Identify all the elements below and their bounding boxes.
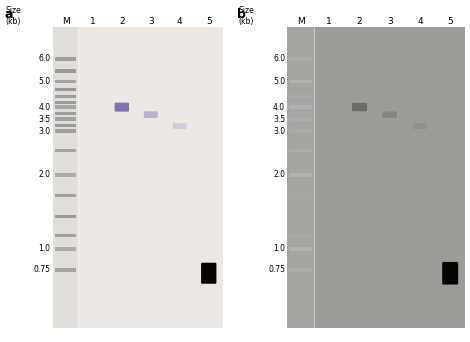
Bar <box>290 101 312 104</box>
Text: 6.0: 6.0 <box>39 54 50 64</box>
Bar <box>290 117 312 121</box>
Bar <box>290 268 312 272</box>
Bar <box>55 194 77 197</box>
Bar <box>55 247 77 251</box>
FancyBboxPatch shape <box>352 103 367 111</box>
Bar <box>290 194 312 197</box>
Text: 1: 1 <box>90 17 96 26</box>
FancyBboxPatch shape <box>115 103 129 111</box>
Text: 1.0: 1.0 <box>39 244 50 253</box>
Bar <box>55 129 77 133</box>
Text: Size
(kb): Size (kb) <box>6 6 22 26</box>
Text: 4: 4 <box>177 17 182 26</box>
Bar <box>55 234 77 237</box>
Bar <box>290 88 312 91</box>
FancyBboxPatch shape <box>173 123 187 129</box>
Text: 5.0: 5.0 <box>39 77 50 86</box>
Text: 2.0: 2.0 <box>273 170 285 179</box>
Bar <box>290 111 312 115</box>
Bar <box>55 268 77 272</box>
Text: b: b <box>237 8 246 21</box>
Text: 3: 3 <box>148 17 154 26</box>
Bar <box>290 149 312 152</box>
Bar <box>55 111 77 115</box>
Bar <box>55 149 77 152</box>
Bar <box>290 173 312 177</box>
Text: 2: 2 <box>119 17 125 26</box>
FancyBboxPatch shape <box>201 263 216 284</box>
Bar <box>290 80 312 83</box>
Text: 4.0: 4.0 <box>39 103 50 111</box>
Bar <box>290 247 312 251</box>
Bar <box>290 129 312 133</box>
FancyBboxPatch shape <box>144 111 158 118</box>
Bar <box>55 215 77 219</box>
Bar <box>290 95 312 98</box>
Text: 0.75: 0.75 <box>33 265 50 274</box>
Bar <box>290 234 312 237</box>
Bar <box>290 69 312 73</box>
Bar <box>55 101 77 104</box>
Bar <box>55 173 77 177</box>
Text: 3.0: 3.0 <box>273 127 285 136</box>
Bar <box>290 215 312 219</box>
Text: M: M <box>62 17 70 26</box>
Bar <box>55 69 77 73</box>
FancyBboxPatch shape <box>442 262 458 285</box>
Text: a: a <box>5 8 13 21</box>
Bar <box>55 124 77 127</box>
Bar <box>55 95 77 98</box>
Bar <box>290 57 312 61</box>
Bar <box>55 57 77 61</box>
Text: M: M <box>297 17 305 26</box>
Text: 5.0: 5.0 <box>273 77 285 86</box>
Text: 3: 3 <box>387 17 392 26</box>
Bar <box>55 80 77 83</box>
Text: 4: 4 <box>417 17 423 26</box>
Text: Size
(kb): Size (kb) <box>238 6 254 26</box>
Text: 1.0: 1.0 <box>273 244 285 253</box>
Text: 5: 5 <box>206 17 212 26</box>
Text: 5: 5 <box>447 17 453 26</box>
Text: 1: 1 <box>326 17 332 26</box>
Bar <box>55 88 77 91</box>
Text: 3.0: 3.0 <box>39 127 50 136</box>
Text: 3.5: 3.5 <box>39 115 50 124</box>
Bar <box>53 27 78 328</box>
Text: 3.5: 3.5 <box>273 115 285 124</box>
Text: 2: 2 <box>357 17 362 26</box>
FancyBboxPatch shape <box>383 111 397 118</box>
Text: 4.0: 4.0 <box>273 103 285 111</box>
Bar <box>290 105 312 109</box>
Bar <box>55 117 77 121</box>
FancyBboxPatch shape <box>413 123 427 129</box>
Bar <box>55 105 77 109</box>
Text: 6.0: 6.0 <box>273 54 285 64</box>
Text: 2.0: 2.0 <box>39 170 50 179</box>
Bar <box>290 124 312 127</box>
Bar <box>288 27 314 328</box>
Text: 0.75: 0.75 <box>268 265 285 274</box>
